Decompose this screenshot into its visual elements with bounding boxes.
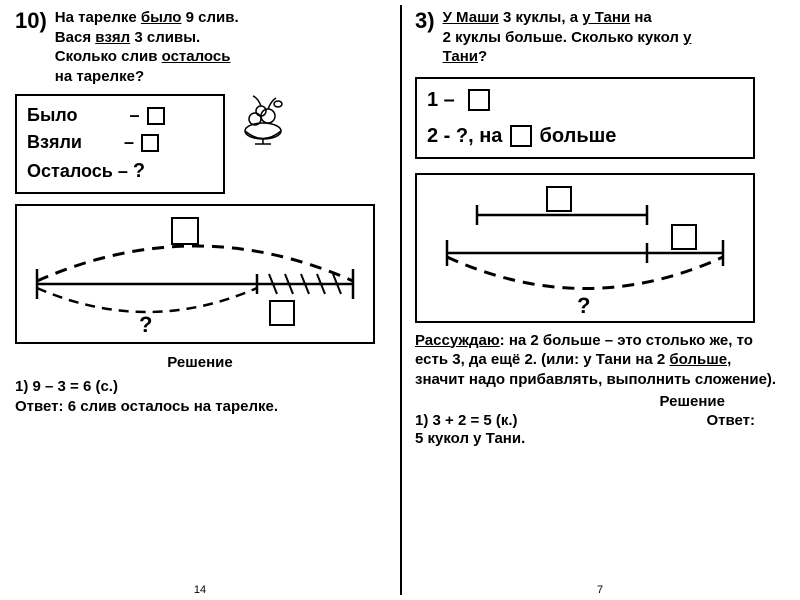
page-number-right: 7 [597,584,603,596]
page-number-left: 14 [194,584,206,596]
task-text-right: У Маши 3 куклы, а у Тани на 2 куклы боль… [443,8,723,67]
reasoning-text: Рассуждаю: на 2 больше – это столько же,… [415,331,785,390]
blank-square [141,134,159,152]
answer-right: 5 кукол у Тани. [415,429,785,449]
left-page: 10) На тарелке было 9 слив. Вася взял 3 … [0,0,400,600]
answer-label-right: Ответ: [706,412,755,429]
task-number-left: 10) [15,8,47,34]
blank-square [468,89,490,111]
blank-square [147,107,165,125]
right-page: 3) У Маши 3 куклы, а у Тани на 2 куклы б… [400,0,800,600]
diagram-right: ? [415,173,755,323]
data-box-right: 1 – 2 - ?, на больше [415,77,755,159]
blank-square [510,125,532,147]
solution-line-right: 1) 3 + 2 = 5 (к.) [415,412,518,429]
svg-text:?: ? [139,312,152,337]
data-box-left: Было– Взяли– Осталось – ? [15,94,225,194]
task-number-right: 3) [415,8,435,34]
svg-text:?: ? [577,293,590,318]
diagram-left: ? [15,204,375,344]
solution-label-left: Решение [15,354,385,371]
solution-left: 1) 9 – 3 = 6 (с.) Ответ: 6 слив осталось… [15,377,385,416]
solution-label-right: Решение [660,393,725,410]
task-text-left: На тарелке было 9 слив. Вася взял 3 слив… [55,8,239,86]
fruit-bowl-icon [233,86,293,151]
